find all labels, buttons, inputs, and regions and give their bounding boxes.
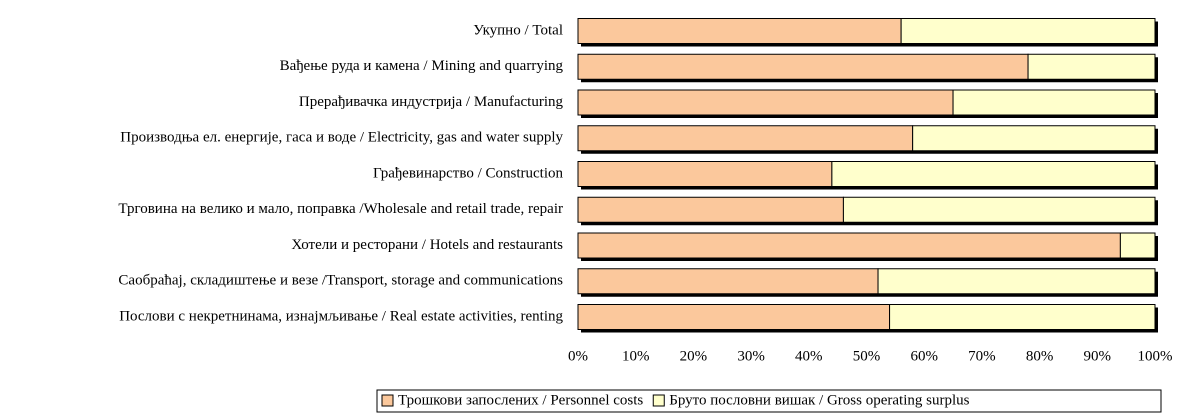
bar-segment [842,196,1156,223]
x-tick-label: 20% [680,348,708,364]
legend-swatch [381,394,394,407]
x-tick-label: 100% [1138,348,1173,364]
bar-segment [577,196,844,223]
x-tick-label: 10% [622,348,650,364]
category-label: Хотели и ресторани / Hotels and restaura… [291,237,563,253]
bar-segment [577,53,1029,80]
bar-segment [577,125,914,152]
bar-segment [889,304,1156,330]
x-tick-label: 50% [853,348,881,364]
x-tick-label: 70% [968,348,996,364]
category-label: Трговина на велико и мало, поправка /Who… [118,201,563,217]
bar-segment [831,161,1156,187]
x-tick-label: 30% [737,348,765,364]
legend-label: Трошкови запослених / Personnel costs [398,392,643,408]
x-tick-label: 40% [795,348,823,364]
bar-segment [900,18,1156,44]
legend-swatch [652,394,665,407]
category-label: Прерађивачка индустрија / Manufacturing [299,94,564,110]
category-label: Производња ел. енергије, гаса и воде / E… [120,130,563,146]
bar-segment [577,268,879,295]
bar-segment [577,89,954,116]
category-label: Грађевинарство / Construction [373,165,563,181]
bar-segment [577,18,902,44]
category-label: Укупно / Total [473,22,563,38]
x-tick-label: 60% [910,348,938,364]
bar-segment [912,125,1156,152]
category-label: Саобраћај, складиштење и везе /Transport… [118,273,563,289]
bar-segment [877,268,1156,295]
bar-segment [577,304,891,330]
legend-box [376,389,1162,413]
x-tick-label: 80% [1026,348,1054,364]
bar-segment [577,161,833,187]
category-label: Вађење руда и камена / Mining and quarry… [280,58,564,74]
bar-segment [577,232,1121,259]
bar-segment [952,89,1156,116]
x-tick-label: 0% [568,348,588,364]
bar-segment [1119,232,1156,259]
bar-segment [1027,53,1156,80]
legend-label: Бруто пословни вишак / Gross operating s… [669,392,969,408]
x-tick-label: 90% [1084,348,1112,364]
category-label: Послови с некретнинама, изнајмљивање / R… [119,308,563,324]
